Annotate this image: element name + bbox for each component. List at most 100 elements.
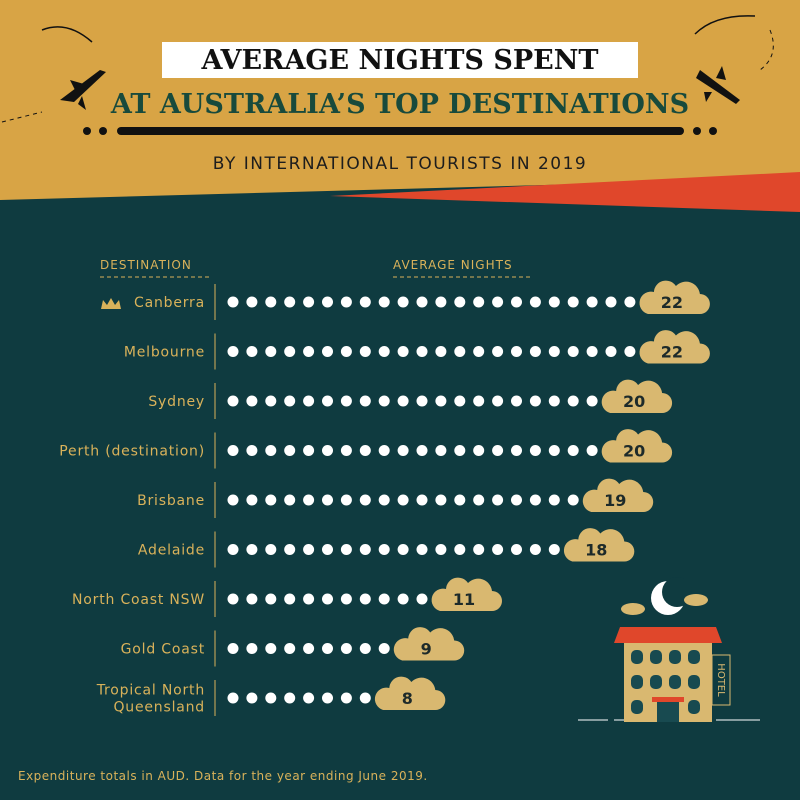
title: AVERAGE NIGHTS SPENT (201, 45, 599, 76)
flight-path (759, 29, 774, 71)
dot (227, 643, 239, 654)
dot (473, 346, 485, 357)
dot (416, 346, 428, 357)
dot (227, 544, 239, 555)
dot (548, 296, 560, 308)
dot (567, 395, 579, 407)
dot (454, 445, 466, 456)
dot-row (227, 346, 636, 357)
dot (473, 494, 485, 506)
category-label: Tropical North (96, 683, 205, 699)
dot (435, 395, 447, 407)
dot (529, 346, 541, 357)
dot (529, 544, 541, 555)
cloud (639, 280, 710, 314)
dot (548, 346, 560, 357)
dot (246, 494, 258, 506)
dot (322, 445, 333, 456)
dot (473, 296, 485, 308)
dot (511, 346, 522, 357)
cloud (431, 577, 502, 611)
dot (340, 692, 352, 704)
dot (378, 643, 390, 654)
value-label: 9 (421, 640, 432, 659)
dot (586, 445, 598, 456)
dot (511, 395, 522, 407)
dot (284, 643, 296, 654)
dot (359, 346, 371, 357)
value-header: AVERAGE NIGHTS (393, 258, 513, 272)
dot (265, 593, 277, 605)
dot (378, 593, 390, 605)
cloud (582, 478, 654, 512)
dot (397, 296, 409, 308)
dot (416, 544, 428, 555)
dot (322, 692, 333, 704)
dot (340, 395, 352, 407)
divider (83, 127, 717, 135)
dot (340, 296, 352, 308)
dot (284, 692, 296, 704)
dot (303, 395, 315, 407)
dot-row (227, 643, 390, 654)
flight-path (694, 15, 756, 35)
dot (548, 494, 560, 506)
dot (529, 296, 541, 308)
dot (340, 346, 352, 357)
dot (416, 296, 428, 308)
dot (246, 346, 258, 357)
dot (359, 494, 371, 506)
dot (435, 544, 447, 555)
cloud (639, 330, 710, 364)
dot-row (227, 395, 598, 407)
dot (416, 445, 428, 456)
cloud (393, 627, 465, 661)
dot (378, 395, 390, 407)
dot (265, 296, 277, 308)
value-label: 20 (623, 442, 645, 461)
dot (246, 593, 258, 605)
dot (265, 445, 277, 456)
category-label: North Coast NSW (72, 592, 205, 608)
dot (227, 593, 239, 605)
dot (492, 544, 504, 555)
dot (378, 346, 390, 357)
dot (265, 544, 277, 555)
dot-row (227, 544, 560, 555)
dot (303, 643, 315, 654)
value-label: 22 (661, 343, 683, 362)
dot (265, 643, 277, 654)
dot (322, 395, 333, 407)
dot (511, 544, 522, 555)
dot (265, 692, 277, 704)
dot (284, 593, 296, 605)
dot-row (227, 494, 579, 506)
dot-row (227, 296, 636, 308)
dot (284, 494, 296, 506)
value-label: 18 (585, 541, 607, 560)
dot (359, 395, 371, 407)
dot (397, 395, 409, 407)
dot (511, 494, 522, 506)
dot (322, 593, 333, 605)
dot (567, 494, 579, 506)
dot (340, 494, 352, 506)
note: Expenditure totals in AUD. Data for the … (18, 769, 428, 783)
cloud (601, 379, 673, 413)
dot (227, 346, 239, 357)
dot (284, 346, 296, 357)
dot (340, 643, 352, 654)
dot (359, 544, 371, 555)
dot (359, 296, 371, 308)
dot-row (227, 445, 598, 456)
dot (473, 395, 485, 407)
cloud (601, 429, 673, 463)
dot (303, 346, 315, 357)
value-label: 8 (402, 689, 413, 708)
category-header: DESTINATION (100, 258, 192, 272)
dot (454, 346, 466, 357)
dot (227, 296, 239, 308)
dot (378, 445, 390, 456)
